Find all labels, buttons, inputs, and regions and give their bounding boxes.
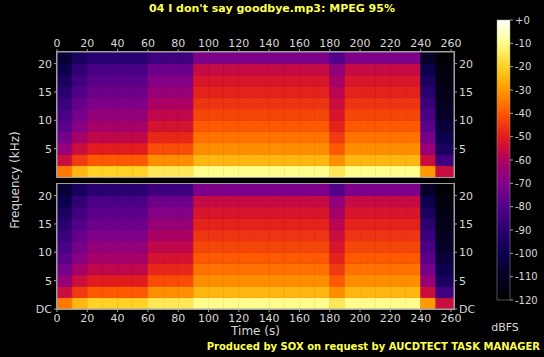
svg-text:240: 240 [410, 312, 431, 325]
svg-text:80: 80 [171, 312, 185, 325]
svg-text:40: 40 [111, 312, 125, 325]
svg-text:-60: -60 [515, 155, 531, 166]
svg-text:220: 220 [380, 37, 401, 50]
html-text:Produced by SOX on request by: Produced by SOX on request by AUCDTECT T… [206, 341, 540, 352]
svg-text:5: 5 [45, 275, 52, 288]
svg-text:10: 10 [459, 114, 473, 127]
svg-text:260: 260 [440, 37, 461, 50]
svg-text:5: 5 [45, 143, 52, 156]
svg-text:-10: -10 [515, 38, 531, 49]
svg-text:20: 20 [459, 190, 473, 203]
svg-text:15: 15 [459, 86, 473, 99]
svg-text:-20: -20 [515, 61, 531, 72]
svg-text:10: 10 [459, 246, 473, 259]
svg-text:-120: -120 [515, 295, 538, 306]
svg-text:-40: -40 [515, 108, 531, 119]
svg-text:-50: -50 [515, 131, 531, 142]
svg-text:160: 160 [289, 37, 310, 50]
svg-text:5: 5 [459, 275, 466, 288]
svg-text:15: 15 [38, 86, 52, 99]
svg-text:20: 20 [80, 37, 94, 50]
svg-text:DC: DC [459, 303, 475, 316]
svg-text:20: 20 [459, 58, 473, 71]
svg-text:180: 180 [319, 312, 340, 325]
html-text:Frequency (kHz): Frequency (kHz) [8, 131, 22, 229]
svg-text:15: 15 [38, 218, 52, 231]
svg-text:140: 140 [259, 37, 280, 50]
svg-text:-100: -100 [515, 248, 538, 259]
svg-text:260: 260 [440, 311, 462, 325]
svg-text:dBFS: dBFS [491, 321, 519, 334]
svg-text:20: 20 [80, 312, 94, 325]
svg-text:5: 5 [459, 143, 466, 156]
svg-text:140: 140 [259, 312, 280, 325]
svg-text:160: 160 [289, 312, 310, 325]
svg-text:220: 220 [380, 312, 401, 325]
html-text:04 I don't say goodbye.mp3: MP: 04 I don't say goodbye.mp3: MPEG 95% [149, 2, 395, 15]
svg-text:40: 40 [111, 37, 125, 50]
svg-text:60: 60 [141, 37, 155, 50]
svg-text:80: 80 [171, 37, 185, 50]
html-text:Time (s): Time (s) [231, 324, 280, 338]
svg-text:180: 180 [319, 37, 340, 50]
svg-text:100: 100 [198, 312, 219, 325]
svg-text:10: 10 [38, 246, 52, 259]
svg-text:120: 120 [228, 37, 249, 50]
svg-text:-110: -110 [515, 271, 538, 282]
svg-text:0: 0 [54, 37, 61, 50]
svg-text:200: 200 [350, 37, 371, 50]
svg-text:-30: -30 [515, 85, 531, 96]
svg-text:20: 20 [38, 58, 52, 71]
svg-text:+0: +0 [515, 15, 530, 26]
svg-text:DC: DC [36, 303, 52, 316]
svg-text:-70: -70 [515, 178, 531, 189]
svg-text:240: 240 [410, 37, 431, 50]
svg-text:10: 10 [38, 114, 52, 127]
svg-text:20: 20 [38, 190, 52, 203]
svg-text:-80: -80 [515, 201, 531, 212]
svg-text:-90: -90 [515, 225, 531, 236]
svg-text:120: 120 [228, 312, 249, 325]
svg-text:60: 60 [141, 312, 155, 325]
svg-text:15: 15 [459, 218, 473, 231]
svg-text:100: 100 [198, 37, 219, 50]
svg-text:0: 0 [54, 312, 61, 325]
svg-text:200: 200 [350, 312, 371, 325]
